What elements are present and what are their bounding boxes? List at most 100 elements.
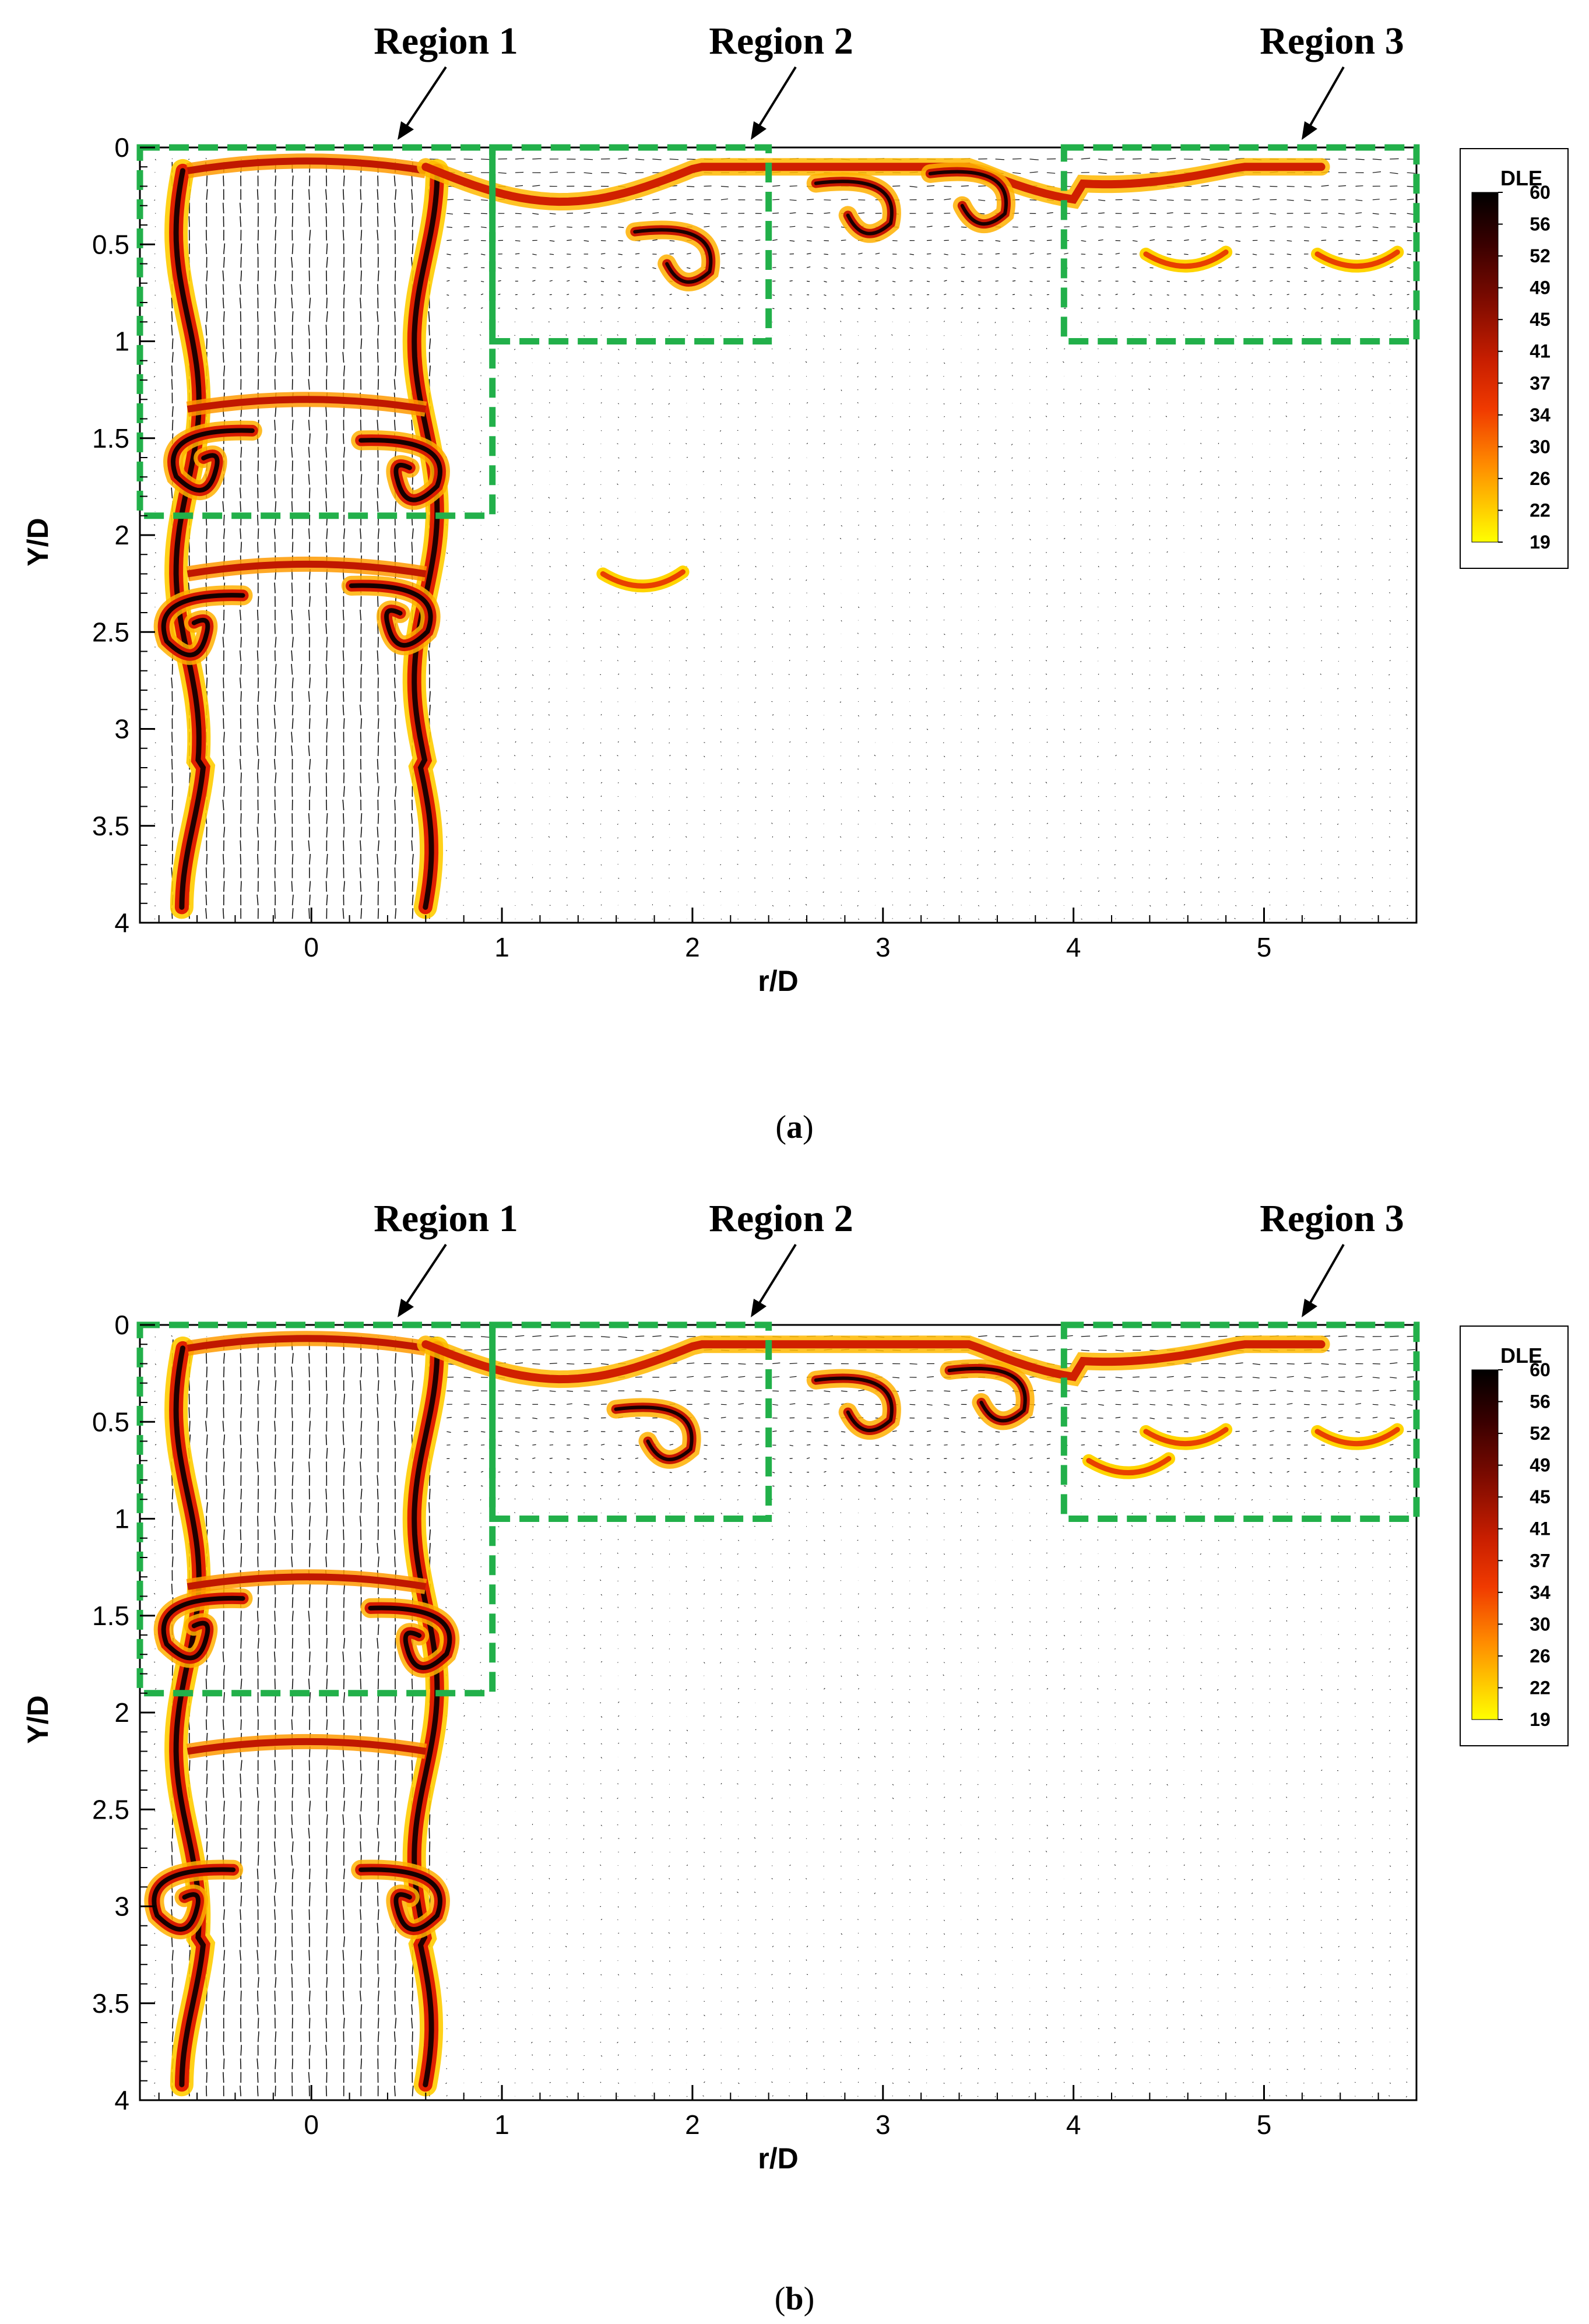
vector-arrow (275, 1936, 276, 1947)
vector-arrow (240, 1923, 241, 1933)
vector-arrow (1320, 891, 1321, 892)
vector-arrow (1407, 294, 1409, 295)
region-1-label: Region 1 (374, 20, 518, 62)
plot-area: 00.511.522.533.54 012345 (92, 1310, 1416, 2140)
vector-arrow (258, 1597, 259, 1608)
vector-arrow (395, 746, 396, 756)
vector-arrow (875, 321, 876, 322)
vector-arrow (789, 715, 790, 716)
vector-arrow (258, 1489, 259, 1499)
vector-arrow (275, 786, 276, 797)
vector-arrow (206, 1367, 207, 1377)
vector-arrow (1304, 361, 1305, 363)
vector-arrow (275, 1502, 276, 1513)
vector-arrow (1355, 186, 1363, 187)
vector-arrow (189, 1421, 190, 1432)
vector-arrow (926, 891, 927, 892)
vector-arrow (172, 772, 173, 783)
vector-arrow (1235, 633, 1236, 634)
vector-arrow (772, 783, 773, 785)
vector-arrow (1030, 715, 1031, 716)
vector-arrow (275, 867, 276, 878)
vector-arrow (1218, 810, 1219, 811)
vector-arrow (223, 908, 224, 919)
vector-arrow (1252, 457, 1253, 458)
vector-arrow (1407, 728, 1408, 729)
vector-arrow (309, 270, 310, 281)
vector-arrow (1372, 877, 1373, 878)
vector-arrow (1372, 593, 1373, 594)
vector-arrow (343, 691, 344, 702)
vector-arrow (1098, 796, 1099, 797)
vector-arrow (223, 203, 224, 213)
vector-arrow (275, 1679, 276, 1689)
vector-arrow (1046, 348, 1047, 349)
colorbar-label: 41 (1530, 341, 1551, 362)
vector-arrow (1149, 308, 1151, 309)
vector-arrow (1011, 485, 1013, 486)
vector-arrow (326, 637, 327, 648)
vector-arrow (258, 1502, 259, 1513)
vector-arrow (1355, 864, 1356, 865)
vector-arrow (223, 1448, 224, 1458)
region-3-label: Region 3 (1260, 1197, 1404, 1240)
vector-arrow (1029, 525, 1030, 526)
vector-arrow (1115, 390, 1116, 391)
plot-background (140, 1325, 1416, 2100)
vector-arrow (275, 1435, 276, 1445)
vector-arrow (206, 1828, 207, 1838)
vector-arrow (223, 718, 224, 729)
vector-arrow (892, 186, 900, 187)
vector-arrow (1064, 281, 1067, 282)
vector-arrow (704, 295, 706, 296)
vector-arrow (1235, 755, 1236, 756)
vector-arrow (378, 365, 379, 376)
vector-arrow (206, 542, 207, 553)
colorbar-label: 60 (1530, 182, 1551, 203)
vector-arrow (206, 2018, 207, 2028)
vector-arrow (360, 311, 361, 322)
vector-arrow (841, 607, 842, 608)
vector-arrow (721, 579, 722, 580)
x-tick-label: 5 (1257, 932, 1272, 962)
vector-arrow (309, 1910, 310, 1920)
vector-arrow (343, 746, 344, 756)
vector-arrow (206, 2059, 207, 2069)
vector-arrow (514, 769, 515, 770)
vector-arrow (978, 186, 986, 187)
vector-arrow (652, 471, 653, 472)
vector-arrow (154, 430, 155, 431)
vector-arrow (687, 199, 694, 200)
vector-arrow (326, 1380, 327, 1391)
vector-arrow (155, 1580, 156, 1581)
vector-arrow (275, 827, 276, 837)
vector-arrow (652, 850, 653, 851)
vector-arrow (1235, 851, 1236, 852)
vector-arrow (223, 1774, 224, 1784)
region-1-arrow (398, 67, 446, 140)
vector-arrow (1013, 240, 1018, 241)
vector-arrow (326, 800, 327, 810)
vector-arrow (687, 308, 688, 309)
vector-arrow (1338, 431, 1339, 432)
colorbar-label: 45 (1530, 309, 1551, 330)
vector-arrow (1132, 431, 1133, 432)
vector-arrow (309, 339, 310, 349)
vector-arrow (721, 661, 722, 662)
vector-arrow (258, 270, 259, 281)
vector-arrow (1149, 539, 1150, 540)
vector-arrow (721, 362, 722, 363)
vector-arrow (1252, 376, 1253, 377)
vector-arrow (1320, 335, 1321, 336)
vector-arrow (669, 864, 670, 865)
vector-arrow (275, 1394, 276, 1404)
vector-arrow (223, 854, 224, 864)
vector-arrow (172, 813, 173, 824)
vector-arrow (464, 281, 467, 282)
vector-arrow (395, 813, 396, 824)
vector-arrow (515, 715, 516, 716)
vector-arrow (790, 186, 797, 187)
vector-arrow (960, 390, 961, 391)
vector-arrow (206, 1774, 207, 1784)
vector-arrow (378, 325, 379, 335)
